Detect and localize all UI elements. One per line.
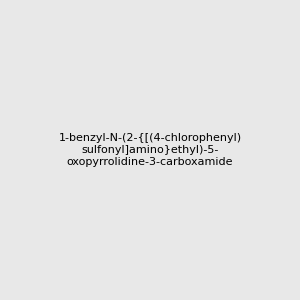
Text: 1-benzyl-N-(2-{[(4-chlorophenyl)
sulfonyl]amino}ethyl)-5-
oxopyrrolidine-3-carbo: 1-benzyl-N-(2-{[(4-chlorophenyl) sulfony… <box>58 134 242 166</box>
